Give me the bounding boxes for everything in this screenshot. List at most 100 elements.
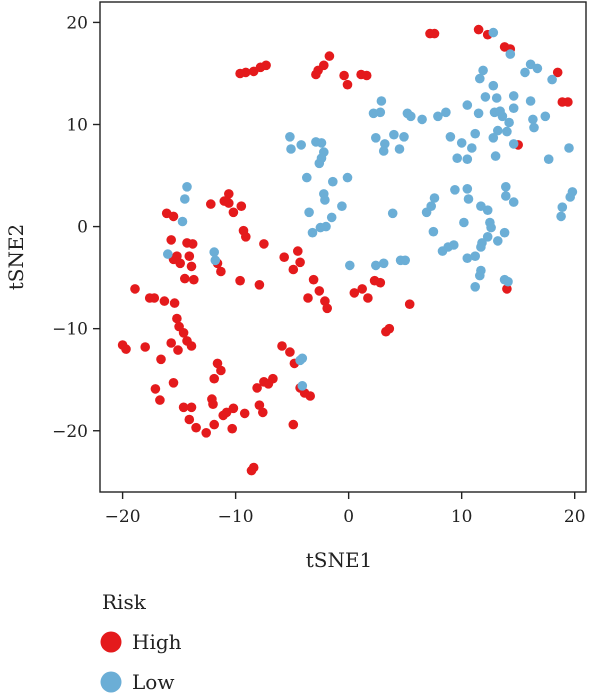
point-low bbox=[376, 96, 387, 106]
point-high bbox=[311, 69, 321, 80]
point-low bbox=[285, 132, 295, 142]
point-high bbox=[189, 274, 199, 285]
point-high bbox=[178, 328, 189, 338]
point-low bbox=[543, 154, 554, 164]
point-high bbox=[254, 280, 265, 290]
point-high bbox=[308, 274, 319, 285]
point-high bbox=[186, 341, 197, 351]
y-axis: −20 −10 0 10 20 bbox=[52, 13, 100, 442]
point-low bbox=[508, 103, 519, 113]
point-high bbox=[235, 68, 245, 79]
point-high bbox=[320, 296, 330, 306]
point-low bbox=[462, 100, 473, 110]
point-low bbox=[297, 353, 308, 364]
point-low bbox=[529, 122, 539, 133]
point-low bbox=[387, 208, 398, 219]
point-low bbox=[476, 242, 486, 252]
legend-marker-low bbox=[100, 671, 122, 693]
point-low bbox=[493, 125, 503, 136]
y-tick-label: 10 bbox=[66, 116, 88, 136]
point-high bbox=[563, 97, 573, 107]
point-low bbox=[316, 138, 327, 148]
point-high bbox=[173, 345, 183, 355]
point-high bbox=[502, 284, 512, 294]
point-low bbox=[459, 217, 469, 228]
point-low bbox=[182, 182, 192, 192]
point-low bbox=[337, 201, 347, 211]
point-high bbox=[178, 402, 189, 413]
point-low bbox=[480, 92, 491, 102]
point-low bbox=[302, 172, 312, 183]
point-low bbox=[508, 91, 519, 101]
point-high bbox=[235, 275, 245, 286]
point-high bbox=[140, 342, 150, 352]
legend-label-low: Low bbox=[132, 670, 174, 694]
point-high bbox=[246, 465, 257, 476]
point-high bbox=[168, 211, 179, 222]
y-tick-label: 20 bbox=[66, 13, 88, 33]
point-low bbox=[557, 202, 568, 212]
point-high bbox=[288, 419, 299, 430]
point-low bbox=[417, 114, 427, 125]
point-low bbox=[508, 197, 519, 207]
legend-title: Risk bbox=[102, 590, 147, 614]
point-low bbox=[486, 222, 496, 233]
point-low bbox=[497, 111, 508, 122]
point-high bbox=[184, 251, 195, 261]
point-high bbox=[322, 303, 333, 314]
point-high bbox=[288, 264, 299, 275]
point-high bbox=[342, 79, 353, 90]
point-low bbox=[504, 117, 514, 128]
point-low bbox=[462, 184, 473, 194]
point-low bbox=[428, 226, 439, 237]
point-low bbox=[470, 128, 481, 139]
point-low bbox=[314, 158, 325, 169]
x-tick-label: 10 bbox=[451, 507, 473, 527]
legend-marker-high bbox=[100, 631, 122, 653]
point-high bbox=[228, 207, 239, 218]
point-low bbox=[429, 193, 440, 203]
point-high bbox=[121, 344, 131, 354]
point-low bbox=[470, 282, 481, 292]
point-low bbox=[456, 138, 467, 148]
point-high bbox=[149, 293, 160, 303]
point-high bbox=[473, 24, 484, 35]
point-low bbox=[450, 185, 460, 195]
point-high bbox=[552, 67, 563, 78]
point-high bbox=[259, 239, 269, 249]
point-low bbox=[449, 240, 459, 250]
point-high bbox=[349, 288, 360, 298]
y-tick-label: −20 bbox=[52, 422, 88, 442]
point-high bbox=[180, 273, 190, 284]
point-low bbox=[345, 260, 355, 271]
point-low bbox=[320, 195, 330, 205]
point-high bbox=[224, 198, 234, 208]
point-high bbox=[404, 299, 415, 310]
point-low bbox=[503, 276, 513, 287]
legend-label-high: High bbox=[132, 630, 182, 654]
point-low bbox=[540, 111, 551, 122]
point-low bbox=[394, 144, 405, 154]
point-high bbox=[305, 391, 316, 401]
point-high bbox=[212, 358, 223, 369]
point-low bbox=[433, 111, 443, 122]
point-high bbox=[169, 298, 180, 308]
point-low bbox=[482, 232, 493, 242]
point-low bbox=[525, 96, 536, 106]
point-high bbox=[155, 395, 165, 405]
plot-area bbox=[99, 1, 587, 493]
point-high bbox=[277, 341, 287, 351]
point-high bbox=[159, 296, 170, 306]
y-tick-label: −10 bbox=[52, 320, 88, 340]
point-low bbox=[493, 236, 503, 246]
point-low bbox=[328, 176, 338, 187]
point-low bbox=[378, 146, 389, 156]
point-high bbox=[279, 252, 290, 262]
point-low bbox=[508, 139, 519, 149]
point-high bbox=[218, 410, 228, 421]
point-low bbox=[210, 255, 221, 266]
series-high-points bbox=[117, 24, 573, 476]
point-high bbox=[191, 422, 201, 433]
point-high bbox=[130, 284, 140, 294]
point-low bbox=[490, 151, 501, 161]
